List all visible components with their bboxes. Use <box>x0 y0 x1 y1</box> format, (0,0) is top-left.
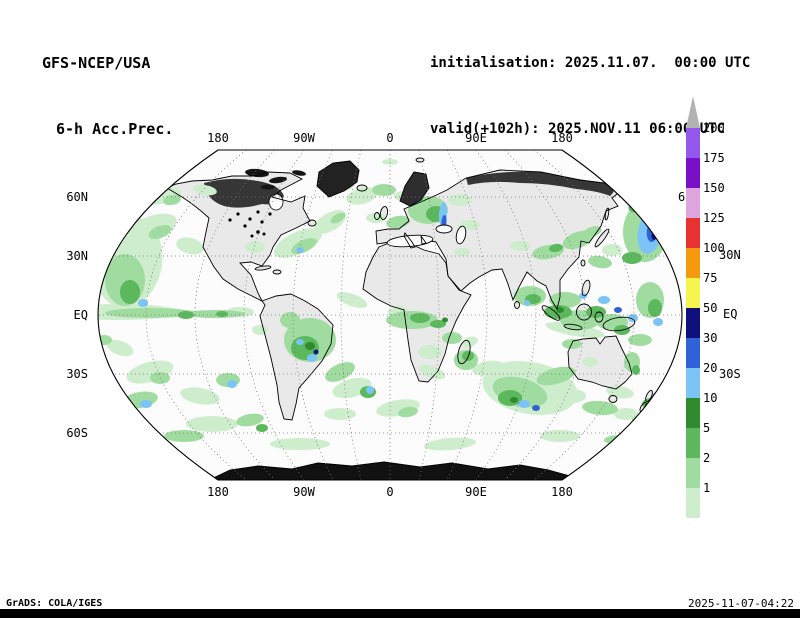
axis-top-tick: 90W <box>293 131 315 145</box>
axis-right-tick: 30S <box>719 367 741 381</box>
colorbar-label: 20 <box>703 361 718 375</box>
model-title: GFS-NCEP/USA <box>42 54 151 72</box>
axis-bottom-tick: 180 <box>551 485 573 499</box>
grads-credit: GrADS: COLA/IGES <box>6 598 103 609</box>
initialisation-label: initialisation: 2025.11.07. 00:00 UTC <box>430 55 751 71</box>
colorbar-segment <box>686 338 700 368</box>
colorbar-segment <box>686 428 700 458</box>
axis-top-tick: 180 <box>207 131 229 145</box>
axis-left-tick: 60S <box>66 426 88 440</box>
axis-right-tick: 30N <box>719 248 741 262</box>
colorbar-segment <box>686 128 700 158</box>
chart-title-block: GFS-NCEP/USA 6-h Acc.Prec. <box>42 8 173 184</box>
colorbar-label: 150 <box>703 181 725 195</box>
axis-left-tick: 60N <box>66 190 88 204</box>
axis-left-tick: EQ <box>73 308 88 322</box>
colorbar-label: 75 <box>703 271 718 285</box>
axis-left-tick: 30S <box>66 367 88 381</box>
product-title: 6-h Acc.Prec. <box>56 120 174 138</box>
axis-bottom-tick: 90E <box>465 485 487 499</box>
run-info-block: initialisation: 2025.11.07. 00:00 UTC va… <box>430 8 750 184</box>
colorbar-segment <box>686 248 700 278</box>
valid-label: valid(+102h): 2025.NOV.11 06:00 UTC <box>430 121 726 137</box>
axis-bottom-tick: 180 <box>207 485 229 499</box>
colorbar-label: 50 <box>703 301 718 315</box>
axis-right-tick: EQ <box>723 307 738 321</box>
axis-bottom-tick: 0 <box>386 485 394 499</box>
axis-top-tick: 0 <box>386 131 394 145</box>
colorbar-label: 200 <box>703 121 725 135</box>
colorbar-label: 125 <box>703 211 725 225</box>
colorbar-label: 5 <box>703 421 711 435</box>
bottom-black-bar <box>0 609 800 618</box>
colorbar-label: 30 <box>703 331 718 345</box>
colorbar-segment <box>686 398 700 428</box>
colorbar-segment <box>686 158 700 188</box>
precip-shading <box>98 159 667 451</box>
colorbar-segment <box>686 188 700 218</box>
colorbar-segment <box>686 278 700 308</box>
axis-right-tick: 6 <box>678 190 686 204</box>
colorbar-segments <box>686 128 700 518</box>
colorbar-label: 10 <box>703 391 718 405</box>
colorbar-label: 2 <box>703 451 711 465</box>
axis-left-tick: 30N <box>66 249 88 263</box>
axis-top-tick: 180 <box>551 131 573 145</box>
axis-top-tick: 90E <box>465 131 487 145</box>
colorbar-labels: 200 175 150 125 100 75 50 30 20 10 5 2 1 <box>703 0 743 618</box>
creation-timestamp: 2025-11-07-04:22 <box>688 597 794 610</box>
axis-bottom-tick: 90W <box>293 485 315 499</box>
land-detail <box>204 168 614 238</box>
colorbar-label: 1 <box>703 481 711 495</box>
graticule <box>98 150 682 480</box>
colorbar-segment <box>686 458 700 488</box>
colorbar-segment <box>686 308 700 338</box>
colorbar-segment <box>686 218 700 248</box>
colorbar-segment <box>686 488 700 518</box>
colorbar-label: 100 <box>703 241 725 255</box>
colorbar-segment <box>686 368 700 398</box>
colorbar-label: 175 <box>703 151 725 165</box>
